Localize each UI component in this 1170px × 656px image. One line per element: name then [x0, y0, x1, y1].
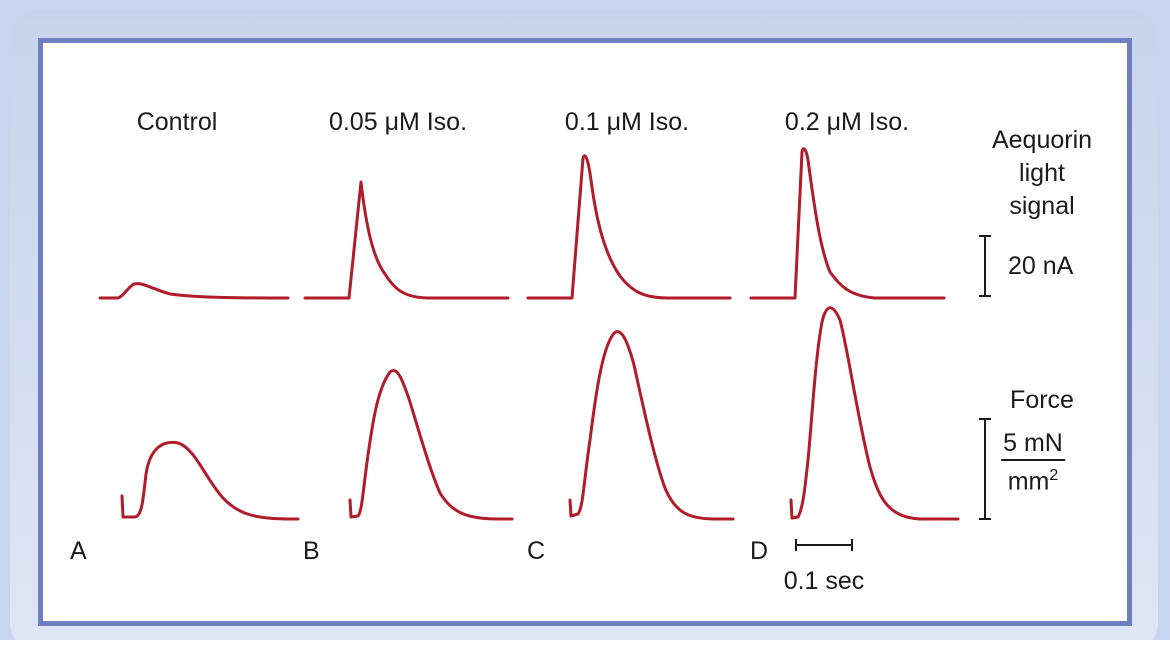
aequorin-trace-005: [303, 180, 510, 300]
force-trace-005: [348, 369, 514, 521]
panel-letter-c: C: [527, 537, 546, 565]
force-scale-label: 5 mN mm2: [1001, 428, 1065, 496]
aequorin-label-line3: signal: [1009, 192, 1075, 220]
condition-label-005: 0.05 μM Iso.: [328, 108, 468, 136]
signal-scale-label: 20 nA: [1008, 252, 1074, 280]
aequorin-label-line2: light: [1019, 159, 1065, 187]
force-trace-02: [789, 306, 960, 521]
force-trace-control: [120, 440, 300, 521]
aequorin-trace-control: [98, 282, 290, 300]
panel-letter-b: B: [303, 537, 320, 565]
condition-label-control: Control: [136, 108, 218, 136]
condition-label-02: 0.2 μM Iso.: [784, 108, 910, 136]
condition-label-01: 0.1 μM Iso.: [564, 108, 690, 136]
aequorin-label: Aequorin light signal: [992, 124, 1092, 223]
panel-letter-d: D: [750, 537, 769, 565]
force-label: Force: [1010, 386, 1074, 414]
aequorin-trace-02: [749, 147, 946, 300]
aequorin-trace-01: [526, 154, 732, 300]
time-scale-label: 0.1 sec: [783, 567, 865, 595]
force-trace-01: [568, 330, 735, 521]
caption-strip: [0, 640, 1170, 656]
figure-panel: [38, 38, 1132, 626]
panel-letter-a: A: [70, 537, 87, 565]
force-scale-numerator: 5 mN: [1001, 428, 1065, 461]
aequorin-label-line1: Aequorin: [991, 126, 1093, 154]
force-scale-denominator: mm2: [1007, 467, 1059, 496]
